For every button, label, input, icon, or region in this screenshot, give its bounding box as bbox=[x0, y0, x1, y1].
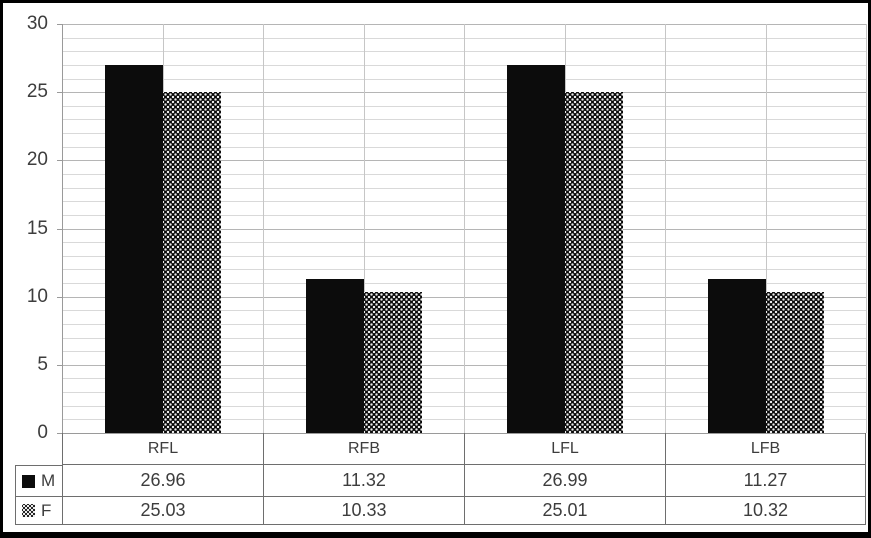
y-axis-tick bbox=[57, 92, 62, 94]
gridline-v bbox=[765, 24, 767, 433]
category-label-rfl: RFL bbox=[62, 433, 263, 465]
legend-cell-f: F bbox=[15, 497, 62, 525]
value-f-rfb: 10.33 bbox=[263, 497, 464, 525]
bar-group-rfb bbox=[263, 24, 464, 433]
bar-m-lfb bbox=[707, 279, 766, 433]
legend-cell-m: M bbox=[15, 465, 62, 497]
value-m-lfl: 26.99 bbox=[464, 465, 665, 497]
bar-f-lfb bbox=[765, 292, 824, 433]
bar-m-lfl bbox=[506, 65, 565, 433]
value-m-rfb: 11.32 bbox=[263, 465, 464, 497]
y-axis-label: 10 bbox=[26, 285, 48, 307]
bar-f-rfl bbox=[162, 91, 221, 433]
y-axis-label: 5 bbox=[37, 353, 48, 375]
y-axis-tick bbox=[57, 228, 62, 230]
gridline-v bbox=[464, 24, 465, 433]
category-label-lfl: LFL bbox=[464, 433, 665, 465]
y-axis-tick bbox=[57, 24, 62, 25]
value-m-lfb: 11.27 bbox=[665, 465, 866, 497]
y-axis-label: 15 bbox=[26, 217, 48, 239]
y-axis-label: 0 bbox=[37, 422, 48, 443]
legend-label-m: M bbox=[41, 471, 56, 490]
bar-group-lfb bbox=[665, 24, 866, 433]
gridline-v bbox=[363, 24, 365, 433]
plot-area bbox=[62, 24, 867, 434]
bar-f-lfl bbox=[564, 92, 623, 433]
y-axis-label: 30 bbox=[26, 13, 48, 34]
category-label-rfb: RFB bbox=[263, 433, 464, 465]
y-axis-label: 20 bbox=[26, 149, 48, 171]
legend-label-f: F bbox=[41, 500, 52, 520]
value-f-rfl: 25.03 bbox=[62, 497, 263, 525]
value-f-lfb: 10.32 bbox=[665, 497, 866, 525]
bar-m-rfb bbox=[305, 278, 364, 433]
bar-group-rfl bbox=[62, 24, 263, 433]
table-corner-spacer bbox=[15, 433, 62, 465]
gridline-v bbox=[866, 24, 867, 433]
bar-m-rfl bbox=[104, 65, 163, 433]
y-axis-line bbox=[62, 24, 63, 433]
gridline-v bbox=[665, 24, 666, 433]
value-m-rfl: 26.96 bbox=[62, 465, 263, 497]
y-axis-tick bbox=[57, 160, 62, 162]
bar-group-lfl bbox=[464, 24, 665, 433]
y-axis-label: 25 bbox=[26, 81, 48, 103]
y-axis-tick bbox=[57, 364, 62, 366]
legend-marker-f bbox=[22, 504, 35, 517]
value-f-lfl: 25.01 bbox=[464, 497, 665, 525]
gridline-v bbox=[263, 24, 264, 433]
y-axis-tick bbox=[57, 296, 62, 298]
legend-marker-m bbox=[22, 474, 35, 488]
data-table: RFL RFB LFL LFB M 26.96 11.32 26.99 11.27 F 25.03 1… bbox=[15, 433, 866, 525]
category-label-lfb: LFB bbox=[665, 433, 866, 465]
y-axis-tick bbox=[57, 433, 62, 434]
bar-f-rfb bbox=[363, 292, 422, 433]
